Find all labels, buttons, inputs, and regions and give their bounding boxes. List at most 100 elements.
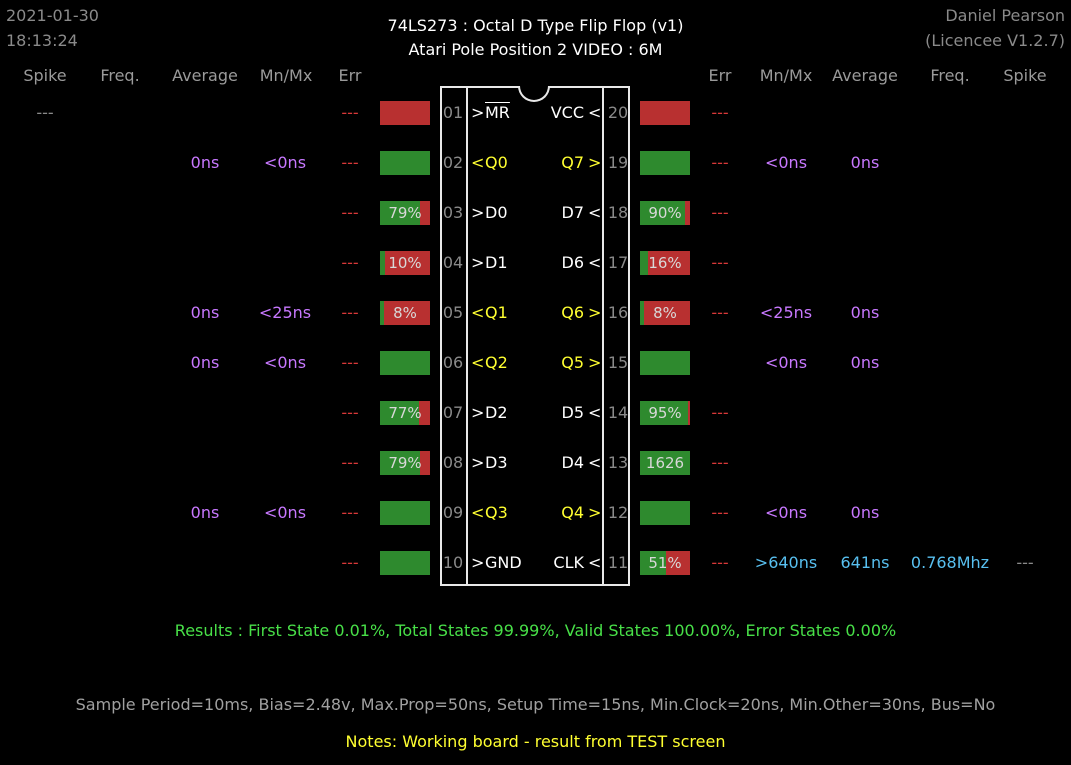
left-pin-06-name: Q2: [485, 353, 508, 372]
right-pin-19-mnmx: <0ns: [764, 153, 808, 172]
left-pin-04-bar: 10%: [380, 251, 430, 275]
right-pin-20-err: ---: [711, 103, 729, 122]
right-pin-12-err: ---: [711, 503, 729, 522]
right-pin-17-direction: <: [588, 253, 602, 272]
left-pin-07-bar-label: 77%: [388, 404, 422, 422]
left-pin-02-bar: [380, 151, 430, 175]
right-pin-12-bar-label: [640, 501, 690, 525]
right-pin-15-direction: >: [588, 353, 602, 372]
right-col-header-0: Err: [708, 66, 732, 85]
left-pin-10-bar-label: [380, 551, 430, 575]
left-pin-05-bar-label: 8%: [393, 304, 417, 322]
right-pin-16-mnmx: <25ns: [759, 303, 813, 322]
right-pin-18-bar: 90%: [640, 201, 690, 225]
left-pin-06-average: 0ns: [190, 353, 220, 372]
left-pin-05-number: 05: [442, 303, 464, 322]
left-pin-06-bar-fill: [380, 351, 430, 375]
right-col-header-2: Average: [832, 66, 898, 85]
right-pin-16-bar: 8%: [640, 301, 690, 325]
right-pin-15-bar-fill: [640, 351, 690, 375]
right-pin-13-bar: 1626: [640, 451, 690, 475]
left-pin-01-bar: [380, 101, 430, 125]
right-pin-12-name: Q4: [561, 503, 584, 522]
left-col-header-2: Average: [172, 66, 238, 85]
left-pin-04-bar-fill: [380, 251, 385, 275]
right-pin-14-direction: <: [588, 403, 602, 422]
right-pin-12-mnmx: <0ns: [764, 503, 808, 522]
left-pin-07-direction: >: [471, 403, 485, 422]
left-pin-09-bar: [380, 501, 430, 525]
left-pin-08-bar: 79%: [380, 451, 430, 475]
left-pin-09-name: Q3: [485, 503, 508, 522]
right-pin-17-bar-fill: [640, 251, 648, 275]
chip-title: 74LS273 : Octal D Type Flip Flop (v1): [387, 16, 684, 35]
right-pin-12-bar: [640, 501, 690, 525]
right-pin-11-direction: <: [588, 553, 602, 572]
left-pin-01-bar-label: [380, 101, 430, 125]
left-pin-06-err: ---: [341, 353, 359, 372]
left-pin-07-bar-fill: [380, 401, 419, 425]
right-pin-14-number: 14: [607, 403, 629, 422]
left-pin-08-number: 08: [442, 453, 464, 472]
chip-left-divider: [466, 88, 468, 584]
right-pin-20-number: 20: [607, 103, 629, 122]
notes-label: Notes: Working board - result from TEST …: [345, 732, 726, 751]
left-pin-03-bar-fill: [380, 201, 420, 225]
right-pin-16-err: ---: [711, 303, 729, 322]
right-col-header-3: Freq.: [930, 66, 970, 85]
left-pin-10-bar: [380, 551, 430, 575]
right-pin-14-bar: 95%: [640, 401, 690, 425]
right-pin-19-direction: >: [588, 153, 602, 172]
right-pin-11-number: 11: [607, 553, 629, 572]
left-pin-04-direction: >: [471, 253, 485, 272]
left-pin-09-number: 09: [442, 503, 464, 522]
left-pin-01-name: MR: [485, 103, 510, 122]
left-pin-09-direction: <: [471, 503, 485, 522]
left-pin-09-bar-label: [380, 501, 430, 525]
right-pin-15-bar-label: [640, 351, 690, 375]
left-pin-07-bar: 77%: [380, 401, 430, 425]
right-pin-20-direction: <: [588, 103, 602, 122]
right-pin-16-direction: >: [588, 303, 602, 322]
left-pin-02-bar-fill: [380, 151, 430, 175]
left-pin-08-bar-label: 79%: [388, 454, 422, 472]
board-title: Atari Pole Position 2 VIDEO : 6M: [408, 40, 663, 59]
settings-summary: Sample Period=10ms, Bias=2.48v, Max.Prop…: [75, 695, 996, 714]
left-col-header-0: Spike: [23, 66, 67, 85]
left-pin-02-bar-label: [380, 151, 430, 175]
left-pin-03-direction: >: [471, 203, 485, 222]
right-col-header-1: Mn/Mx: [759, 66, 813, 85]
left-pin-07-err: ---: [341, 403, 359, 422]
left-pin-07-name: D2: [485, 403, 508, 422]
left-pin-02-number: 02: [442, 153, 464, 172]
right-pin-18-bar-label: 90%: [648, 204, 682, 222]
right-pin-14-name: D5: [561, 403, 585, 422]
right-pin-19-number: 19: [607, 153, 629, 172]
right-pin-16-bar-label: 8%: [653, 304, 677, 322]
right-pin-19-bar-fill: [640, 151, 690, 175]
right-pin-11-mnmx: >640ns: [754, 553, 818, 572]
right-pin-11-bar-fill: [640, 551, 666, 575]
right-pin-15-mnmx: <0ns: [764, 353, 808, 372]
left-pin-05-mnmx: <25ns: [258, 303, 312, 322]
left-pin-08-name: D3: [485, 453, 508, 472]
right-pin-13-name: D4: [561, 453, 585, 472]
right-pin-19-bar: [640, 151, 690, 175]
left-pin-09-bar-fill: [380, 501, 430, 525]
author-label: Daniel Pearson: [945, 6, 1065, 25]
right-pin-18-err: ---: [711, 203, 729, 222]
left-pin-08-direction: >: [471, 453, 485, 472]
right-pin-19-bar-label: [640, 151, 690, 175]
left-pin-03-name: D0: [485, 203, 508, 222]
left-pin-06-bar-label: [380, 351, 430, 375]
right-pin-11-bar: 51%: [640, 551, 690, 575]
chip-right-divider: [602, 88, 604, 584]
left-pin-01-err: ---: [341, 103, 359, 122]
right-pin-20-bar: [640, 101, 690, 125]
left-pin-10-direction: >: [471, 553, 485, 572]
right-pin-11-name: CLK: [553, 553, 584, 572]
left-pin-08-bar-fill: [380, 451, 420, 475]
right-pin-13-bar-label: 1626: [645, 454, 685, 472]
right-pin-18-bar-fill: [640, 201, 685, 225]
right-pin-12-average: 0ns: [850, 503, 880, 522]
